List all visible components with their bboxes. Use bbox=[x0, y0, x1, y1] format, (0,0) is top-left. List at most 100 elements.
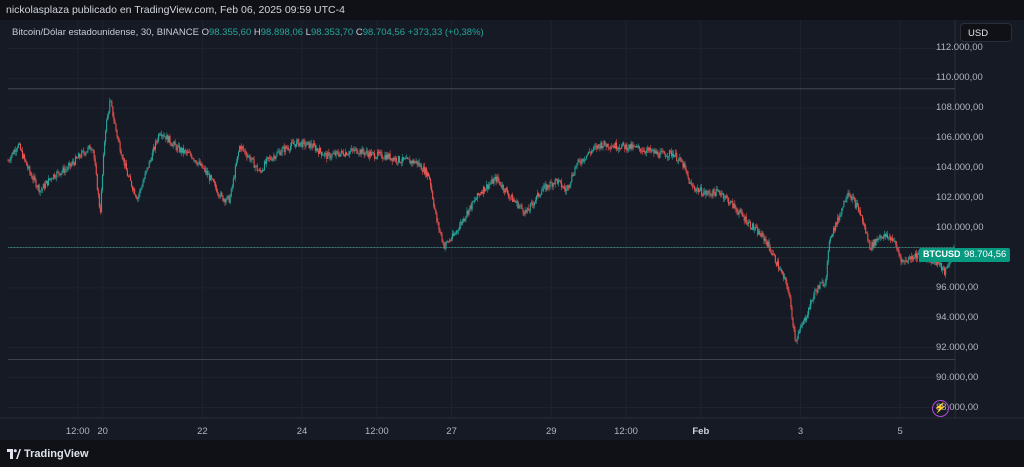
candle-body bbox=[35, 179, 37, 187]
candle-body bbox=[625, 144, 627, 150]
candle-body bbox=[501, 184, 503, 188]
candle-body bbox=[584, 158, 586, 160]
candle-body bbox=[410, 160, 412, 164]
candle-body bbox=[802, 320, 804, 325]
candle-body bbox=[551, 182, 553, 187]
candle-body bbox=[744, 216, 746, 221]
candle-body bbox=[759, 230, 761, 235]
candle-body bbox=[167, 135, 169, 143]
candle-body bbox=[626, 144, 628, 151]
candle-body bbox=[524, 210, 526, 215]
candle-body bbox=[579, 160, 581, 163]
candle-body bbox=[43, 184, 45, 189]
chart-area[interactable] bbox=[0, 20, 1024, 440]
candle-body bbox=[640, 150, 642, 152]
candle-body bbox=[405, 158, 407, 160]
candle-body bbox=[170, 143, 172, 145]
candle-body bbox=[169, 136, 171, 144]
candle-body bbox=[749, 221, 751, 228]
candle-body bbox=[723, 197, 726, 199]
candle-body bbox=[726, 195, 728, 198]
candle-body bbox=[719, 193, 721, 195]
candle-body bbox=[102, 154, 105, 175]
candle-body bbox=[639, 148, 641, 152]
candle-body bbox=[180, 147, 182, 153]
candle-body bbox=[751, 223, 754, 230]
candle-body bbox=[165, 136, 167, 140]
candle-body bbox=[70, 164, 72, 167]
candle-body bbox=[500, 185, 502, 188]
legend-close: 98.704,56 bbox=[362, 27, 405, 38]
candle-body bbox=[780, 269, 782, 271]
candle-body bbox=[643, 150, 646, 153]
candle-body bbox=[399, 162, 402, 163]
candle-body bbox=[332, 153, 334, 155]
candle-body bbox=[904, 260, 906, 262]
candle-body bbox=[158, 134, 160, 141]
candle-body bbox=[613, 145, 615, 148]
candle-body bbox=[679, 157, 681, 159]
lightning-bolt-icon[interactable]: ⚡ bbox=[932, 400, 949, 417]
candle-body bbox=[223, 199, 225, 201]
candle-body bbox=[111, 101, 113, 107]
candle-body bbox=[657, 151, 659, 157]
candle-body bbox=[529, 203, 531, 211]
candle-body bbox=[348, 154, 350, 155]
candle-body bbox=[341, 150, 343, 153]
candle-body bbox=[794, 329, 796, 340]
time-tick-label: 22 bbox=[197, 426, 208, 437]
candle-body bbox=[772, 254, 774, 255]
candle-body bbox=[896, 244, 898, 249]
candle-body bbox=[527, 208, 529, 211]
candle-body bbox=[195, 160, 197, 163]
candle-body bbox=[402, 157, 404, 163]
candle-body bbox=[156, 140, 159, 142]
candle-body bbox=[669, 150, 672, 152]
candle-body bbox=[755, 227, 757, 230]
candle-body bbox=[30, 172, 32, 176]
price-tick-label: 90.000,00 bbox=[936, 371, 979, 383]
candle-body bbox=[64, 169, 66, 173]
candle-body bbox=[168, 136, 170, 143]
footer-bar: TradingView bbox=[0, 440, 1024, 467]
candle-body bbox=[852, 196, 854, 198]
candle-body bbox=[947, 265, 949, 269]
candle-body bbox=[534, 200, 537, 203]
candle-body bbox=[464, 218, 466, 221]
candle-body bbox=[622, 142, 624, 146]
candle-body bbox=[291, 142, 294, 143]
candle-body bbox=[678, 158, 680, 162]
tradingview-logo-icon[interactable] bbox=[7, 449, 21, 459]
price-tick-label: 100.000,00 bbox=[936, 221, 984, 233]
candle-body bbox=[186, 151, 188, 153]
candle-body bbox=[653, 149, 655, 154]
candle-body bbox=[572, 174, 574, 176]
footer-brand[interactable]: TradingView bbox=[24, 448, 89, 460]
candle-body bbox=[188, 151, 190, 153]
candle-body bbox=[114, 120, 116, 124]
candle-body bbox=[87, 147, 89, 152]
candle-body bbox=[701, 187, 703, 196]
candle-body bbox=[331, 154, 333, 158]
currency-button[interactable]: USD bbox=[960, 23, 1012, 42]
candle-body bbox=[137, 198, 139, 200]
candle-body bbox=[24, 154, 26, 160]
candle-body bbox=[349, 151, 351, 155]
candle-body bbox=[690, 182, 692, 185]
candle-body bbox=[448, 240, 450, 243]
candle-body bbox=[489, 183, 491, 185]
candlestick-chart[interactable] bbox=[0, 20, 1024, 440]
candle-body bbox=[258, 169, 260, 171]
candle-body bbox=[694, 189, 696, 192]
candle-body bbox=[215, 183, 217, 188]
candle-body bbox=[117, 136, 119, 140]
candle-body bbox=[868, 239, 870, 241]
candle-body bbox=[849, 195, 851, 197]
candle-body bbox=[369, 151, 371, 157]
candle-body bbox=[627, 149, 629, 151]
candle-body bbox=[93, 150, 95, 159]
candle-body bbox=[247, 156, 249, 158]
candle-body bbox=[659, 151, 661, 158]
candle-body bbox=[25, 159, 27, 162]
candle-body bbox=[895, 241, 897, 245]
